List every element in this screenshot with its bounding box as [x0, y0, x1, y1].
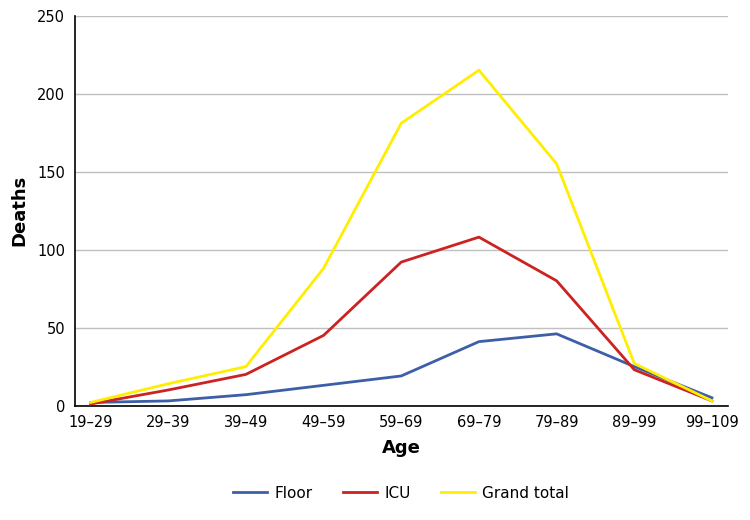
Grand total: [475, 67, 484, 73]
Floor: [552, 331, 561, 337]
Grand total: [242, 363, 250, 370]
Legend: Floor, ICU, Grand total: Floor, ICU, Grand total: [227, 479, 575, 507]
Floor: [397, 373, 406, 379]
Line: ICU: ICU: [91, 237, 712, 404]
ICU: [397, 259, 406, 265]
ICU: [164, 387, 172, 393]
Grand total: [552, 161, 561, 167]
Grand total: [86, 399, 95, 406]
Grand total: [164, 381, 172, 387]
Floor: [707, 395, 716, 401]
Line: Grand total: Grand total: [91, 70, 712, 402]
ICU: [475, 234, 484, 240]
Floor: [164, 398, 172, 404]
Floor: [86, 399, 95, 406]
ICU: [319, 332, 328, 339]
Grand total: [397, 120, 406, 126]
ICU: [552, 278, 561, 284]
Grand total: [630, 360, 639, 367]
Grand total: [319, 265, 328, 271]
Floor: [475, 339, 484, 345]
Y-axis label: Deaths: Deaths: [10, 175, 28, 246]
Floor: [319, 382, 328, 388]
Line: Floor: Floor: [91, 334, 712, 402]
Floor: [242, 392, 250, 398]
ICU: [86, 401, 95, 407]
ICU: [707, 398, 716, 404]
Floor: [630, 363, 639, 370]
ICU: [242, 371, 250, 378]
Grand total: [707, 398, 716, 404]
X-axis label: Age: Age: [382, 439, 421, 457]
ICU: [630, 367, 639, 373]
